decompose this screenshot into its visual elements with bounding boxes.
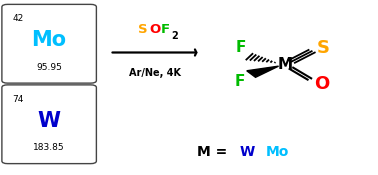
Text: Ar/Ne, 4K: Ar/Ne, 4K — [129, 68, 181, 79]
Text: S: S — [316, 39, 329, 57]
Text: F: F — [235, 74, 245, 89]
Text: O: O — [314, 75, 330, 93]
Text: M: M — [278, 57, 293, 72]
FancyBboxPatch shape — [2, 4, 96, 83]
Text: Mo: Mo — [266, 145, 290, 159]
Text: 2: 2 — [171, 31, 178, 41]
FancyBboxPatch shape — [2, 85, 96, 164]
Text: 74: 74 — [12, 94, 24, 103]
Text: W: W — [240, 145, 255, 159]
Text: S: S — [138, 23, 147, 36]
Text: W: W — [38, 111, 60, 131]
Text: Mo: Mo — [32, 30, 67, 50]
Text: F: F — [161, 23, 170, 36]
Text: O: O — [149, 23, 161, 36]
Text: M =: M = — [197, 145, 227, 159]
Text: 183.85: 183.85 — [33, 143, 65, 152]
Polygon shape — [247, 66, 279, 77]
Text: 95.95: 95.95 — [36, 63, 62, 72]
Text: 42: 42 — [12, 14, 24, 23]
Text: F: F — [236, 40, 246, 55]
